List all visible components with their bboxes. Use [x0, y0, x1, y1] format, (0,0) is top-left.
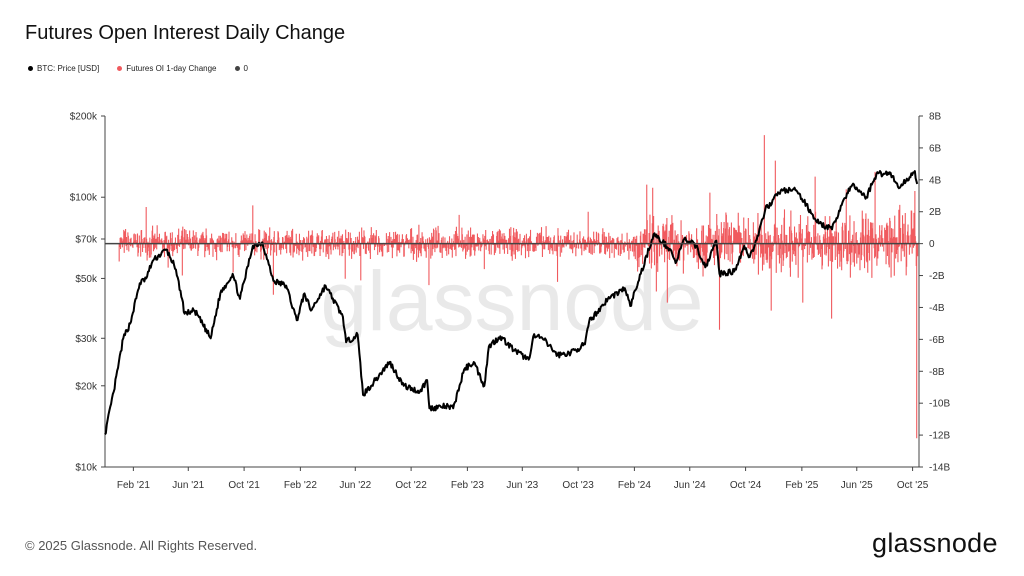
x-tick-label: Feb '24 — [618, 480, 651, 491]
y-right-tick-label: -8B — [929, 367, 945, 378]
chart-legend: BTC: Price [USD] Futures OI 1-day Change… — [28, 64, 248, 73]
y-right-tick-label: -14B — [929, 463, 950, 474]
legend-item-price[interactable]: BTC: Price [USD] — [28, 64, 99, 73]
legend-label-zero: 0 — [243, 64, 248, 73]
watermark-text: glassnode — [321, 254, 704, 348]
legend-dot-oi-icon — [117, 66, 123, 71]
x-tick-label: Feb '22 — [284, 480, 317, 491]
y-left-tick-label: $10k — [75, 463, 98, 474]
x-tick-label: Jun '24 — [674, 480, 706, 491]
y-left-tick-label: $30k — [75, 334, 98, 345]
y-left-tick-label: $50k — [75, 274, 98, 285]
x-tick-label: Feb '25 — [785, 480, 818, 491]
x-tick-label: Feb '21 — [117, 480, 150, 491]
y-left-tick-label: $200k — [70, 112, 98, 123]
x-tick-label: Jun '22 — [339, 480, 371, 491]
y-right-tick-label: -12B — [929, 431, 950, 442]
legend-item-oi-change[interactable]: Futures OI 1-day Change — [117, 64, 217, 73]
y-right-tick-label: -2B — [929, 271, 945, 282]
legend-label-price: BTC: Price [USD] — [37, 64, 100, 73]
copyright-footer: © 2025 Glassnode. All Rights Reserved. — [25, 538, 258, 553]
y-right-tick-label: 6B — [929, 143, 942, 154]
y-left-tick-label: $100k — [70, 193, 98, 204]
legend-dot-price-icon — [28, 66, 33, 71]
x-tick-label: Oct '23 — [562, 480, 594, 491]
y-right-tick-label: 2B — [929, 207, 942, 218]
legend-item-zero[interactable]: 0 — [234, 64, 248, 73]
x-tick-label: Oct '25 — [897, 480, 929, 491]
btc-price-line — [104, 170, 919, 436]
legend-label-oi-change: Futures OI 1-day Change — [126, 64, 217, 73]
y-right-tick-label: -10B — [929, 399, 950, 410]
y-left-tick-label: $20k — [75, 381, 98, 392]
y-left-tick-label: $70k — [75, 235, 98, 246]
x-tick-label: Oct '21 — [228, 480, 260, 491]
x-tick-label: Jun '23 — [506, 480, 538, 491]
x-tick-label: Oct '24 — [730, 480, 762, 491]
x-tick-label: Oct '22 — [395, 480, 427, 491]
legend-dot-zero-icon — [234, 66, 240, 71]
y-right-tick-label: -4B — [929, 303, 945, 314]
y-right-tick-label: -6B — [929, 335, 945, 346]
x-tick-label: Jun '25 — [841, 480, 873, 491]
x-tick-label: Jun '21 — [172, 480, 204, 491]
glassnode-logo: glassnode — [872, 528, 998, 558]
y-right-tick-label: 8B — [929, 112, 942, 123]
y-right-tick-label: 4B — [929, 175, 942, 186]
y-right-tick-label: 0 — [929, 239, 935, 250]
x-tick-label: Feb '23 — [451, 480, 484, 491]
chart-title: Futures Open Interest Daily Change — [25, 22, 346, 44]
